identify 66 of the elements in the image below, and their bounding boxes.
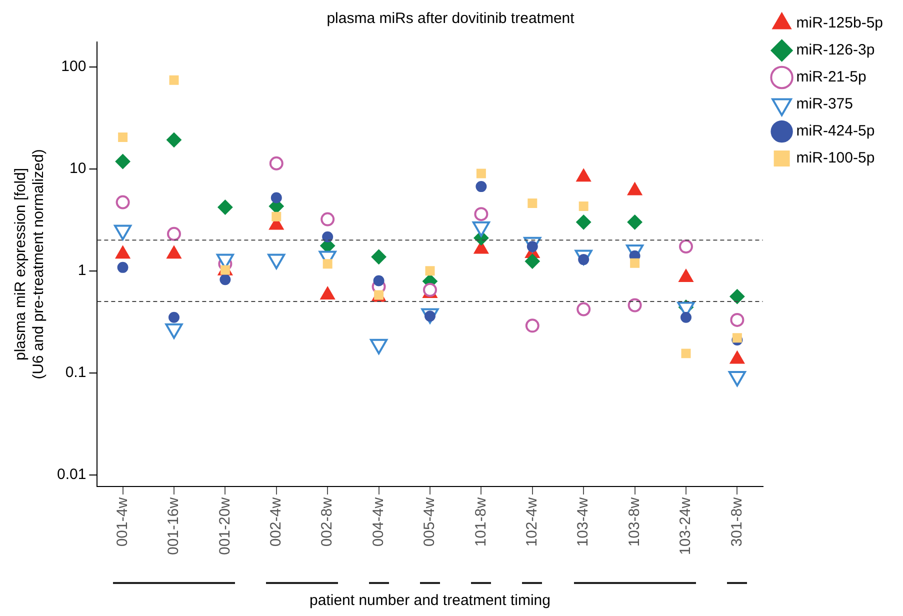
point <box>117 262 128 273</box>
point <box>524 254 540 269</box>
x-tick-label: 005-4w <box>421 497 438 547</box>
point <box>270 192 282 204</box>
y-tick-label: 0.1 <box>65 364 86 381</box>
point <box>320 212 335 226</box>
y-tick-label: 10 <box>70 160 86 177</box>
chart-title: plasma miRs after dovitinib treatment <box>326 10 576 28</box>
point <box>730 289 745 304</box>
point <box>627 214 642 230</box>
x-axis-title: patient number and treatment timing <box>310 592 550 610</box>
point <box>322 259 332 269</box>
point <box>732 333 742 343</box>
x-tick-label: 103-8w <box>626 497 643 547</box>
point <box>476 168 486 178</box>
point <box>528 198 538 208</box>
point <box>630 258 640 268</box>
point <box>115 154 130 169</box>
legend-label: miR-424-5p <box>796 122 875 140</box>
y-tick-label: 100 <box>61 58 86 75</box>
legend-label: miR-100-5p <box>796 150 875 167</box>
y-tick-label: 0.01 <box>56 466 86 484</box>
point <box>220 274 231 286</box>
point <box>220 265 230 275</box>
point <box>218 200 233 215</box>
point <box>166 226 181 241</box>
legend-label: miR-126-3p <box>796 42 875 59</box>
point <box>576 214 592 230</box>
point <box>680 312 692 323</box>
point <box>166 132 182 148</box>
point <box>425 266 435 276</box>
point <box>476 181 487 192</box>
point <box>322 231 334 242</box>
point <box>373 275 384 286</box>
legend-label: miR-21-5p <box>796 68 866 86</box>
point <box>730 312 744 327</box>
point <box>371 249 386 264</box>
point <box>169 75 179 85</box>
point <box>578 201 588 211</box>
point <box>628 298 642 312</box>
x-tick-label: 004-4w <box>370 497 387 547</box>
x-tick-label: 002-8w <box>318 497 336 547</box>
point <box>678 240 693 254</box>
point <box>116 195 130 210</box>
point <box>272 212 282 222</box>
x-tick-label: 001-16w <box>165 497 182 556</box>
legend-label: miR-375 <box>796 96 853 113</box>
point <box>681 348 691 358</box>
x-tick-label: 103-4w <box>574 497 592 547</box>
point <box>474 207 488 222</box>
point <box>168 312 180 323</box>
x-tick-label: 101-8w <box>472 497 490 547</box>
x-tick-label: 102-4w <box>524 497 541 547</box>
point <box>374 290 384 300</box>
point <box>525 318 540 333</box>
point <box>269 156 284 170</box>
y-axis-title: plasma miR expression [fold] (U6 and pre-treatment normalized) <box>12 149 48 380</box>
x-tick-label: 002-4w <box>268 497 285 547</box>
point <box>118 132 128 142</box>
y-tick-label: 1 <box>78 262 86 279</box>
point <box>576 302 591 316</box>
x-tick-label: 001-20w <box>216 497 234 556</box>
x-tick-label: 001-4w <box>114 497 131 547</box>
x-tick-label: 301-8w <box>728 497 746 547</box>
x-tick-label: 103-24w <box>677 497 694 556</box>
legend-label: miR-125b-5p <box>796 14 884 32</box>
